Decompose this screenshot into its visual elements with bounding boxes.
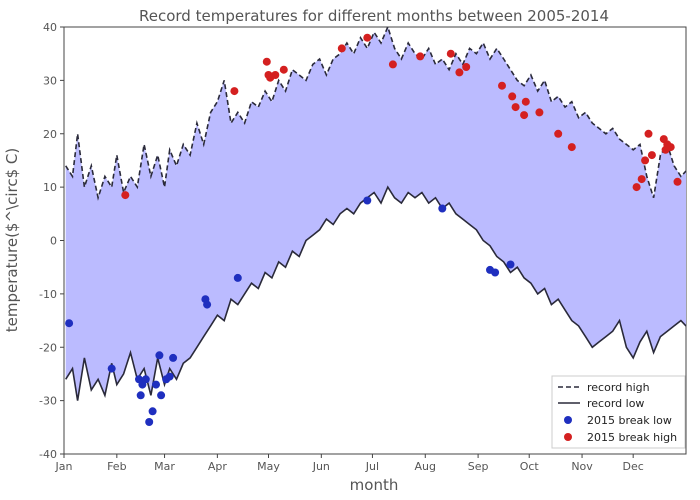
legend-record-high-label: record high	[587, 381, 650, 394]
break-low-point	[363, 196, 372, 205]
break-low-point	[136, 391, 145, 400]
x-tick-label: Aug	[415, 460, 436, 473]
break-high-point	[632, 183, 641, 192]
y-tick-label: 0	[50, 235, 57, 248]
x-tick-label: Sep	[468, 460, 489, 473]
break-high-point	[498, 81, 506, 90]
break-high-point	[388, 60, 397, 69]
x-tick-label: Mar	[154, 460, 175, 473]
break-high-point	[641, 156, 650, 165]
x-tick-label: Jan	[55, 460, 73, 473]
break-high-point	[455, 68, 464, 77]
break-high-point	[230, 87, 239, 96]
x-tick-label: Oct	[520, 460, 540, 473]
break-high-point	[121, 191, 130, 200]
break-low-point	[165, 372, 174, 381]
x-tick-label: Feb	[107, 460, 126, 473]
break-high-point	[647, 151, 656, 160]
y-axis: -40 -30 -20 -10 0 10 20 30 40	[39, 21, 64, 461]
break-low-point	[157, 391, 166, 400]
y-tick-label: -30	[39, 395, 57, 408]
break-high-point	[567, 143, 576, 152]
legend-break-high-marker	[564, 433, 572, 441]
break-high-point	[511, 103, 520, 112]
plot-content	[65, 24, 687, 426]
x-axis: Jan Feb Mar Apr May Jun Jul Aug Sep Oct Nov Dec	[55, 454, 644, 473]
temperature-range-fill	[65, 27, 686, 401]
break-high-point	[262, 57, 271, 66]
break-high-point	[416, 52, 425, 61]
break-low-point	[506, 260, 515, 269]
break-high-point	[271, 71, 280, 79]
y-tick-label: -20	[39, 341, 57, 354]
y-axis-label: temperature($^\circ$ C)	[3, 148, 21, 332]
x-tick-label: Dec	[623, 460, 644, 473]
break-low-point	[233, 273, 242, 282]
x-tick-label: May	[257, 460, 280, 473]
break-low-point	[65, 319, 74, 328]
break-low-point	[155, 351, 164, 360]
y-tick-label: 30	[43, 74, 57, 87]
x-axis-label: month	[350, 476, 399, 494]
legend-break-low-marker	[564, 416, 572, 424]
legend-break-low-label: 2015 break low	[587, 414, 672, 427]
break-high-point	[554, 129, 563, 138]
break-low-point	[152, 380, 160, 389]
break-high-point	[637, 175, 646, 184]
break-low-point	[491, 268, 500, 277]
break-high-point	[521, 97, 530, 106]
break-high-point	[644, 129, 653, 138]
chart-title: Record temperatures for different months…	[139, 7, 609, 25]
break-low-point	[107, 364, 116, 373]
x-tick-label: Nov	[571, 460, 593, 473]
x-tick-label: Apr	[208, 460, 228, 473]
y-tick-label: -10	[39, 288, 57, 301]
record-high-line	[65, 24, 687, 201]
break-high-point	[520, 111, 529, 120]
legend-record-low-label: record low	[587, 397, 644, 410]
break-high-point	[535, 108, 544, 117]
break-high-point	[462, 63, 471, 71]
break-high-point	[673, 177, 682, 186]
y-tick-label: 10	[43, 181, 57, 194]
break-high-point	[508, 92, 517, 101]
legend-break-high-label: 2015 break high	[587, 431, 677, 444]
legend: record high record low 2015 break low 20…	[551, 375, 686, 449]
break-high-point	[337, 44, 346, 53]
break-low-point	[145, 418, 154, 426]
break-low-point	[148, 407, 157, 416]
break-high-point	[666, 143, 675, 152]
break-high-point	[279, 65, 288, 74]
break-low-point	[203, 300, 212, 309]
break-high-point	[363, 33, 372, 42]
break-low-point	[438, 204, 447, 213]
y-tick-label: 20	[43, 128, 57, 141]
legend-box	[551, 375, 686, 449]
x-tick-label: Jun	[312, 460, 330, 473]
break-low-point	[141, 375, 150, 384]
y-tick-label: 40	[43, 21, 57, 34]
break-low-point	[169, 353, 178, 362]
x-tick-label: Jul	[365, 460, 379, 473]
break-high-point	[446, 49, 455, 58]
y-tick-label: -40	[39, 448, 57, 461]
